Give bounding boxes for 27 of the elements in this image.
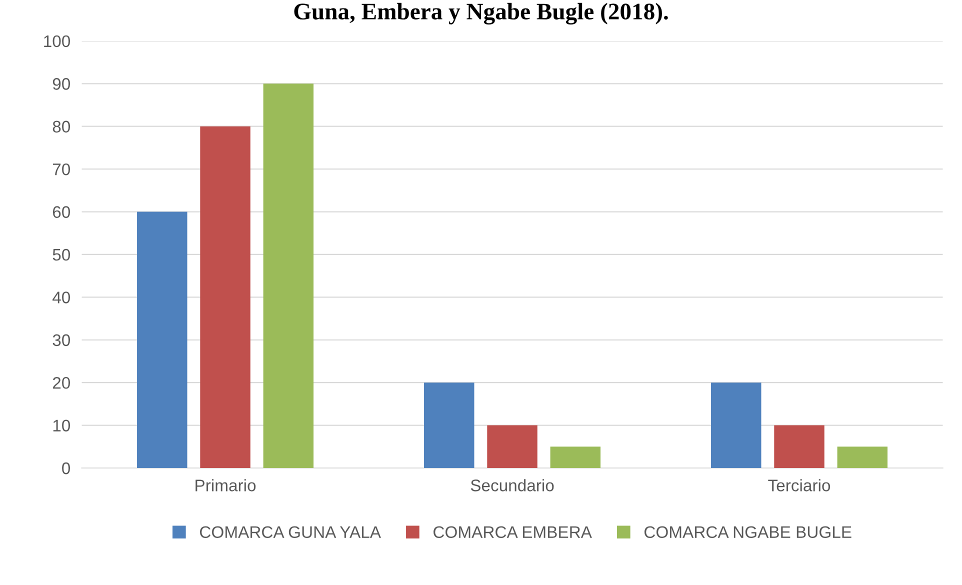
bar: [550, 446, 601, 468]
x-tick-label: Secundario: [470, 479, 554, 492]
bar: [487, 425, 538, 468]
y-tick-label: 80: [52, 120, 70, 133]
legend-label: COMARCA NGABE BUGLE: [644, 526, 852, 538]
bar: [837, 446, 888, 468]
x-tick-label: Terciario: [768, 479, 830, 492]
bar: [137, 212, 188, 468]
y-tick-label: 100: [44, 35, 70, 48]
legend-label: COMARCA EMBERA: [434, 526, 592, 538]
y-tick-label: 30: [52, 334, 70, 346]
y-tick-label: 10: [53, 420, 70, 432]
y-tick-label: 50: [52, 248, 70, 261]
legend-label: COMARCA GUNA YALA: [200, 526, 381, 538]
y-tick-label: 90: [52, 78, 70, 90]
bar: [774, 425, 824, 468]
bar: [424, 382, 474, 468]
y-tick-label: 20: [52, 376, 70, 389]
bar: [263, 84, 314, 468]
x-tick-label: Primario: [196, 479, 256, 492]
y-tick-label: 60: [52, 206, 70, 218]
chart-title: Guna, Embera y Ngabe Bugle (2018).: [294, 2, 668, 25]
y-tick-label: 0: [62, 462, 70, 474]
bar: [711, 382, 762, 468]
y-tick-label: 40: [52, 292, 70, 304]
bar: [200, 126, 250, 468]
y-tick-label: 70: [52, 163, 70, 176]
